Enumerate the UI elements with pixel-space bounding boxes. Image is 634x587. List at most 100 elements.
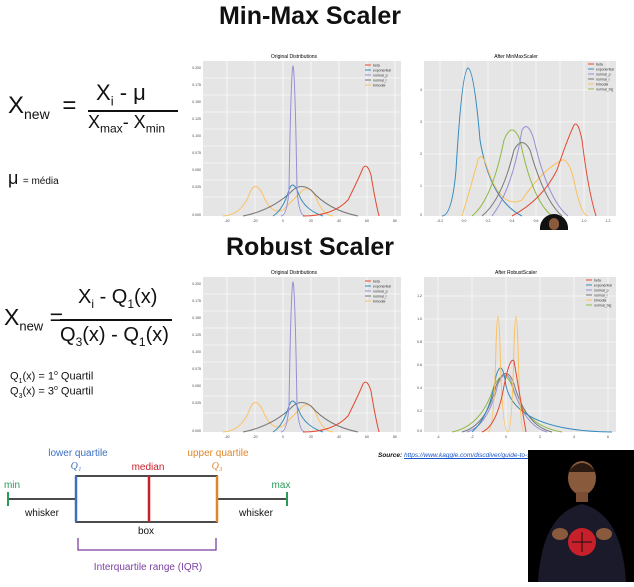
rformula-num-end: (x) [134,286,158,308]
svg-text:exponential: exponential [596,68,614,72]
plot-area [203,61,401,216]
svg-text:exponential: exponential [594,284,612,288]
boxplot-diagram: lower quartile upper quartile Q₁ Q₃ medi… [0,444,300,582]
svg-text:1.2: 1.2 [417,294,422,298]
svg-text:exponential: exponential [373,285,391,289]
svg-text:0.125: 0.125 [192,117,201,121]
curve-exponential [441,67,523,217]
svg-text:normal_big: normal_big [596,88,613,92]
svg-text:normal_big: normal_big [594,304,611,308]
curve-bimodal [461,156,589,217]
source-link[interactable]: https://www.kaggle.com/discdiver/guide-t… [404,452,589,459]
svg-text:20: 20 [309,435,313,439]
svg-text:exponential: exponential [373,69,391,73]
rformula-den-b: (x) - Q [82,324,139,346]
curve-bimodal [222,402,334,433]
q1-note: Q1(x) = 1o Quartil [10,370,94,385]
q3-note: Q3(x) = 3o Quartil [10,385,94,400]
svg-text:0: 0 [282,435,284,439]
rfraction-bar [60,319,172,321]
max-label: max [272,480,291,491]
svg-text:0: 0 [505,435,507,439]
svg-text:1.0: 1.0 [582,219,587,223]
svg-text:0.0: 0.0 [462,219,467,223]
svg-text:0.025: 0.025 [192,401,201,405]
svg-text:beta: beta [596,63,603,67]
curve-beta [302,381,380,433]
svg-text:0.075: 0.075 [192,367,201,371]
minmax-title: Min-Max Scaler [218,2,401,30]
rformula-lhs-sub: new [19,318,44,334]
svg-text:-40: -40 [224,435,229,439]
svg-text:0.100: 0.100 [192,134,201,138]
min-label: min [4,480,20,491]
svg-text:0.175: 0.175 [192,299,201,303]
svg-text:0: 0 [420,213,422,217]
curve-normal-l [481,142,563,217]
whisker-right-label: whisker [238,508,274,519]
svg-text:0.050: 0.050 [192,384,201,388]
robust-title: Robust Scaler [225,233,395,261]
box-label: box [138,526,154,537]
svg-text:bimodal: bimodal [373,84,385,88]
plot-area [203,277,401,432]
svg-text:0.175: 0.175 [192,83,201,87]
svg-text:40: 40 [337,219,341,223]
plot-mm-after: After MinMaxScaler -0.20.0 0.20.4 0.60.8… [412,50,620,228]
svg-text:0.8: 0.8 [417,340,422,344]
upper-quartile-label: upper quartile [187,448,249,459]
svg-text:1.0: 1.0 [417,317,422,321]
svg-text:2: 2 [420,152,422,156]
svg-text:normal_l: normal_l [373,295,387,299]
svg-text:beta: beta [373,64,380,68]
svg-text:normal_p: normal_p [373,74,388,78]
svg-text:0.075: 0.075 [192,151,201,155]
presenter-small-thumb [540,214,568,230]
svg-text:0: 0 [282,219,284,223]
plot-mm-original: Original Distributions -40 -20 0 20 40 60 8… [183,50,405,228]
svg-text:0.050: 0.050 [192,168,201,172]
svg-text:2: 2 [539,435,541,439]
formula-num-rest: - μ [113,80,146,105]
svg-text:normal_l: normal_l [373,79,387,83]
svg-text:4: 4 [420,88,422,92]
plot-legend: beta exponential normal_p normal_l bimod… [588,63,614,92]
formula-den-sub2: min [145,121,166,136]
minmax-formula: Xnew = Xi - μ Xmax- Xmin [8,80,178,150]
svg-text:6: 6 [607,435,609,439]
svg-text:0.2: 0.2 [417,409,422,413]
plot-title: Original Distributions [271,270,318,276]
iqr-label: Interquartile range (IQR) [94,562,202,573]
formula-lhs-sub: new [24,105,50,122]
curve-beta [511,123,597,217]
svg-text:-40: -40 [224,219,229,223]
curve-normal-p [491,126,569,217]
rformula-num-sub: i [91,297,95,311]
svg-text:normal_l: normal_l [596,78,610,82]
mu-note: μ = média [8,168,59,189]
curve-normal-l [242,186,359,217]
svg-text:bimodal: bimodal [594,299,606,303]
plot-rb-original: Original Distributions -40 -20 0 20 40 60 8… [183,266,405,444]
svg-text:80: 80 [393,435,397,439]
svg-text:20: 20 [309,219,313,223]
curve-bimodal [222,186,334,217]
rformula-lhs: X [4,304,20,330]
svg-text:beta: beta [373,280,380,284]
svg-text:0.6: 0.6 [534,219,539,223]
lower-quartile-label: lower quartile [48,448,108,459]
svg-text:0.150: 0.150 [192,100,201,104]
svg-text:-4: -4 [436,435,439,439]
rformula-den-b-sub: 1 [138,335,146,349]
iqr-box [75,475,218,523]
rformula-num-q: 1 [127,297,135,311]
plot-title: After MinMaxScaler [494,54,538,60]
plot-legend: beta exponential normal_p normal_l bimod… [586,279,612,308]
rformula-den-a: Q [60,324,76,346]
svg-text:0.200: 0.200 [192,282,201,286]
formula-num-sub: i [110,93,114,109]
curve-beta [302,165,380,217]
svg-text:0.025: 0.025 [192,185,201,189]
plot-title: After RobustScaler [495,270,537,276]
curve-beta [481,359,527,433]
